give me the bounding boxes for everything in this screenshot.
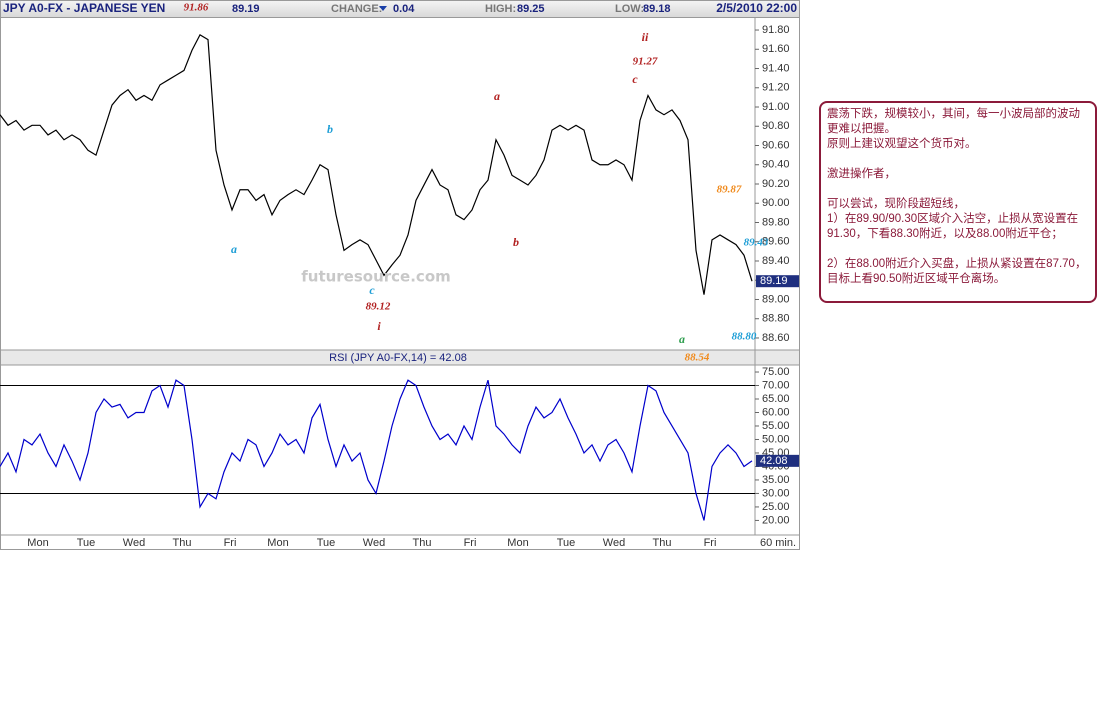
commentary-paragraph: 激进操作者， — [827, 167, 1089, 182]
y-tick-label: 91.20 — [762, 82, 790, 94]
last-value-label: 89.19 — [760, 275, 788, 287]
x-tick-label: Mon — [507, 537, 528, 549]
y-tick-label: 90.00 — [762, 197, 790, 209]
y-tick-label: 50.00 — [762, 433, 790, 445]
down-arrow — [379, 6, 387, 11]
y-tick-label: 90.20 — [762, 178, 790, 190]
price-line — [0, 379, 753, 521]
wave-annotation: 88.80 — [732, 331, 757, 343]
x-tick-label: Thu — [653, 537, 672, 549]
wave-annotation: c — [632, 72, 638, 86]
commentary-paragraph: 2）在88.00附近介入买盘，止损从紧设置在87.70， 目标上看90.50附近区… — [827, 257, 1089, 287]
y-tick-label: 91.60 — [762, 43, 790, 55]
commentary-paragraph: 震荡下跌，规模较小，其间，每一小波局部的波动 更难以把握。原则上建议观望这个货币对… — [827, 107, 1089, 152]
y-tick-label: 88.80 — [762, 313, 790, 325]
wave-annotation: 89.12 — [366, 301, 391, 313]
y-tick-label: 35.00 — [762, 474, 790, 486]
symbol: JPY A0-FX - JAPANESE YEN — [3, 1, 165, 15]
header-bar — [0, 0, 800, 18]
commentary-line: 1）在89.90/90.30区域介入沽空，止损从宽设置在 — [827, 213, 1079, 225]
rsi-title: RSI (JPY A0-FX,14) = 42.08 — [329, 352, 467, 364]
commentary-line: 原则上建议观望这个货币对。 — [827, 138, 977, 150]
y-tick-label: 91.40 — [762, 62, 790, 74]
y-tick-label: 65.00 — [762, 393, 790, 405]
x-tick-label: Mon — [267, 537, 288, 549]
datetime: 2/5/2010 22:00 — [716, 1, 797, 15]
commentary-line: 激进操作者， — [827, 168, 896, 180]
wave-annotation: a — [231, 242, 237, 256]
commentary-paragraph: 可以尝试，现阶段超短线， 1）在89.90/90.30区域介入沽空，止损从宽设置在… — [827, 197, 1089, 242]
x-tick-label: Tue — [317, 537, 336, 549]
commentary-line: 91.30，下看88.30附近，以及88.00附近平仓； — [827, 228, 1063, 240]
frame — [0, 0, 800, 550]
y-tick-label: 30.00 — [762, 487, 790, 499]
y-tick-label: 70.00 — [762, 379, 790, 391]
rsi-title-bar — [0, 349, 800, 366]
x-tick-label: Thu — [173, 537, 192, 549]
commentary-line: 目标上看90.50附近区域平仓离场。 — [827, 273, 1006, 285]
x-tick-label: Mon — [27, 537, 48, 549]
wave-annotation: 91.86 — [184, 2, 209, 14]
commentary-box: 震荡下跌，规模较小，其间，每一小波局部的波动 更难以把握。原则上建议观望这个货币对… — [819, 101, 1097, 303]
y-tick-label: 91.00 — [762, 101, 790, 113]
commentary-line: 2）在88.00附近介入买盘，止损从紧设置在87.70， — [827, 258, 1087, 270]
last-value-label: 42.08 — [760, 455, 788, 467]
low: 89.18 — [643, 3, 671, 15]
wave-annotation: 91.27 — [633, 56, 658, 68]
commentary-line: 更难以把握。 — [827, 123, 896, 135]
commentary-line: 可以尝试，现阶段超短线， — [827, 198, 965, 210]
low-label: LOW: — [615, 3, 644, 15]
x-tick-label: Wed — [123, 537, 145, 549]
x-tick-label: Wed — [603, 537, 625, 549]
wave-annotation: a — [494, 89, 500, 103]
y-tick-label: 75.00 — [762, 366, 790, 378]
x-tick-label: Fri — [464, 537, 477, 549]
last-price: 89.19 — [232, 3, 260, 15]
last-value-tag — [756, 454, 799, 467]
wave-annotation: ii — [642, 30, 649, 44]
high-label: HIGH: — [485, 3, 516, 15]
x-tick-label: Tue — [77, 537, 96, 549]
wave-annotation: b — [513, 235, 519, 249]
x-tick-label: Fri — [224, 537, 237, 549]
commentary-line: 震荡下跌，规模较小，其间，每一小波局部的波动 — [827, 108, 1080, 120]
y-tick-label: 55.00 — [762, 420, 790, 432]
x-tick-label: Tue — [557, 537, 576, 549]
last-value-tag — [756, 275, 799, 288]
wave-annotation: 89.87 — [717, 184, 742, 196]
price-line — [0, 33, 753, 295]
wave-annotation: b — [327, 122, 333, 136]
y-tick-label: 88.60 — [762, 332, 790, 344]
y-tick-label: 89.00 — [762, 293, 790, 305]
y-tick-label: 60.00 — [762, 406, 790, 418]
x-tick-label: Fri — [704, 537, 717, 549]
wave-annotation: 89.43 — [744, 237, 769, 249]
chart: JPY A0-FX - JAPANESE YEN 89.19 CHANGE: 0… — [0, 0, 800, 550]
y-tick-label: 89.40 — [762, 255, 790, 267]
y-tick-label: 89.60 — [762, 236, 790, 248]
x-tick-label: Wed — [363, 537, 385, 549]
y-tick-label: 90.60 — [762, 139, 790, 151]
high: 89.25 — [517, 3, 545, 15]
y-tick-label: 89.80 — [762, 216, 790, 228]
y-tick-label: 90.80 — [762, 120, 790, 132]
x-unit-label: 60 min. — [760, 537, 796, 549]
y-tick-label: 91.80 — [762, 24, 790, 36]
change: 0.04 — [393, 3, 415, 15]
x-tick-label: Thu — [413, 537, 432, 549]
wave-annotation: c — [369, 283, 375, 297]
y-tick-label: 90.40 — [762, 159, 790, 171]
wave-annotation: a — [679, 332, 685, 346]
watermark: futuresource.com — [301, 268, 451, 286]
wave-annotation: 88.54 — [685, 352, 710, 364]
wave-annotation: i — [377, 319, 381, 333]
y-tick-label: 25.00 — [762, 501, 790, 513]
change-label: CHANGE: — [331, 3, 382, 15]
y-tick-label: 20.00 — [762, 514, 790, 526]
